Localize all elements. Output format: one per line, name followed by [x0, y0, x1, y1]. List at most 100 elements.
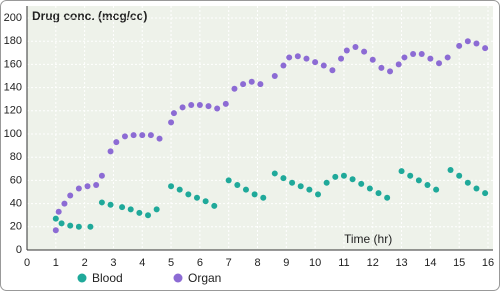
- point: [87, 223, 94, 230]
- point: [387, 68, 394, 75]
- legend-swatch: [173, 273, 183, 283]
- point: [378, 64, 385, 71]
- legend-swatch: [77, 273, 87, 283]
- point: [436, 60, 443, 67]
- point: [205, 103, 212, 110]
- point: [482, 190, 489, 197]
- point: [136, 209, 143, 216]
- point: [211, 202, 218, 209]
- point: [361, 48, 368, 55]
- point: [168, 119, 175, 126]
- point: [84, 183, 91, 190]
- x-tick-label: 10: [309, 257, 321, 269]
- point: [280, 62, 287, 69]
- point: [427, 55, 434, 62]
- y-tick-label: 120: [4, 105, 22, 117]
- point: [113, 139, 120, 146]
- x-tick-label: 11: [338, 257, 349, 269]
- point: [340, 172, 347, 179]
- x-tick-label: 3: [110, 257, 116, 269]
- point: [456, 172, 463, 179]
- point: [444, 54, 451, 61]
- x-tick-label: 14: [424, 257, 436, 269]
- point: [338, 55, 345, 62]
- y-tick-label: 80: [10, 151, 22, 163]
- x-tick-label: 4: [139, 257, 145, 269]
- point: [433, 186, 440, 193]
- y-tick-label: 180: [4, 35, 22, 47]
- point: [168, 183, 175, 190]
- point: [349, 176, 356, 183]
- point: [107, 201, 114, 208]
- point: [119, 204, 126, 211]
- point: [170, 110, 177, 117]
- point: [343, 47, 350, 54]
- point: [145, 212, 152, 219]
- point: [271, 170, 278, 177]
- point: [98, 199, 105, 206]
- point: [130, 132, 137, 139]
- point: [315, 191, 322, 198]
- x-tick-label: 5: [168, 257, 174, 269]
- point: [482, 45, 489, 52]
- point: [176, 186, 183, 193]
- y-tick-label: 0: [16, 244, 22, 256]
- point: [248, 78, 255, 85]
- point: [67, 222, 74, 229]
- point: [240, 81, 247, 88]
- y-tick-label: 160: [4, 58, 22, 70]
- point: [473, 185, 480, 192]
- point: [242, 186, 249, 193]
- point: [67, 192, 74, 199]
- y-tick-label: 140: [4, 82, 22, 94]
- plot-area: [27, 6, 493, 250]
- x-tick-label: 0: [24, 257, 30, 269]
- x-tick-label: 16: [482, 257, 494, 269]
- point: [139, 132, 146, 139]
- point: [98, 172, 105, 179]
- point: [58, 220, 65, 227]
- point: [398, 168, 405, 175]
- x-tick-label: 12: [367, 257, 379, 269]
- point: [410, 50, 417, 57]
- point: [323, 179, 330, 186]
- point: [225, 177, 232, 184]
- point: [156, 135, 163, 142]
- point: [384, 194, 391, 201]
- point: [61, 200, 68, 207]
- point: [231, 85, 238, 92]
- point: [93, 182, 100, 189]
- point: [375, 190, 382, 197]
- point: [55, 208, 62, 215]
- point: [418, 50, 425, 57]
- point: [407, 172, 414, 179]
- point: [464, 179, 471, 186]
- point: [147, 132, 154, 139]
- point: [52, 215, 59, 222]
- point: [260, 194, 267, 201]
- point: [121, 133, 128, 140]
- y-tick-label: 100: [4, 128, 22, 140]
- point: [280, 175, 287, 182]
- x-tick-label: 8: [254, 257, 260, 269]
- point: [320, 62, 327, 69]
- point: [303, 55, 310, 62]
- point: [294, 53, 301, 60]
- point: [297, 183, 304, 190]
- point: [289, 179, 296, 186]
- point: [366, 185, 373, 192]
- point: [188, 102, 195, 108]
- point: [329, 67, 336, 74]
- point: [153, 206, 160, 213]
- point: [271, 73, 278, 79]
- point: [352, 44, 359, 50]
- x-tick-label: 2: [82, 257, 88, 269]
- point: [306, 186, 313, 193]
- point: [369, 56, 376, 63]
- y-tick-label: 60: [10, 174, 22, 186]
- x-axis-label: Time (hr): [344, 232, 392, 246]
- point: [395, 61, 402, 68]
- point: [107, 148, 114, 155]
- point: [464, 38, 471, 45]
